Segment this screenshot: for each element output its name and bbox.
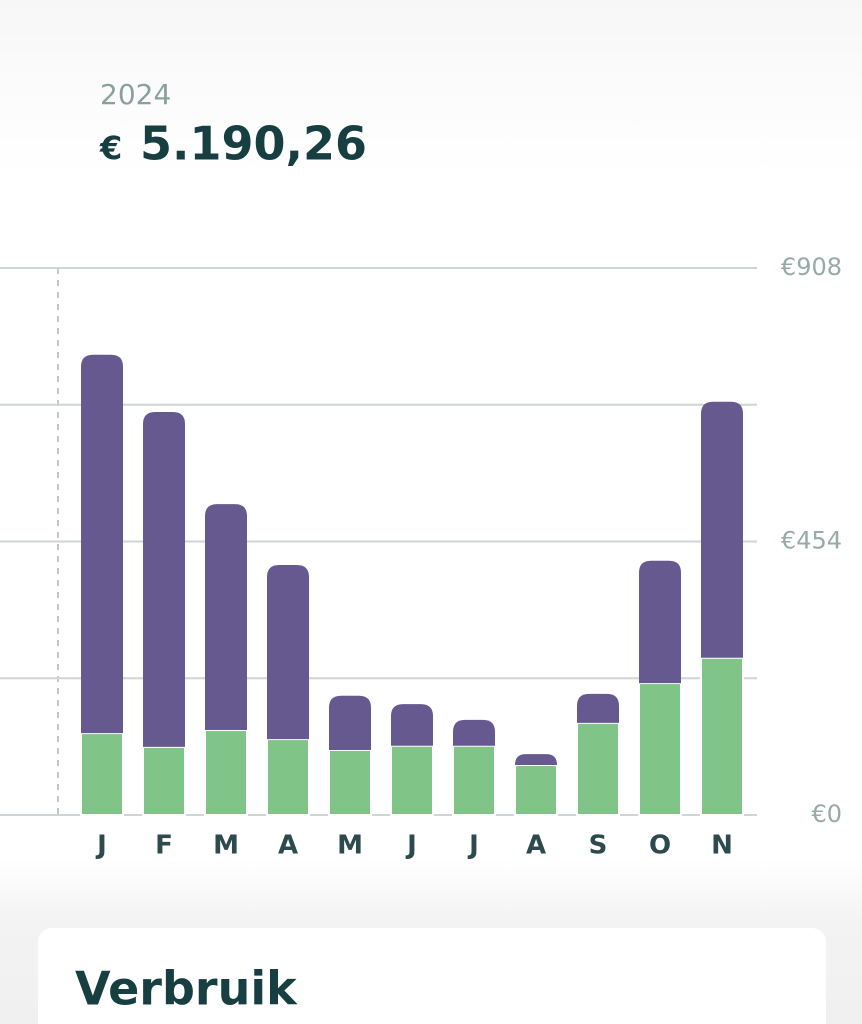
bar-segment [267,564,309,740]
x-tick-label: O [649,831,671,861]
x-tick-label: A [278,831,298,861]
x-tick-label: J [405,831,417,861]
bar-segment [204,729,248,816]
total-amount: 5.190,26 [140,117,367,171]
bar-segment [701,401,743,658]
bar-segment [576,721,620,816]
bar-segment [639,560,681,684]
bar-segment [329,695,371,750]
x-tick-label: M [213,831,239,861]
bar-segment [391,704,433,746]
bar-segment [142,745,186,816]
bar-segment [266,738,310,817]
currency: € [99,129,122,167]
x-tick-label: J [95,831,107,861]
bar-segment [577,693,619,723]
y-tick-label: €454 [781,527,842,555]
bar-segment [390,744,434,817]
bar-segment [205,504,247,731]
x-tick-label: A [526,831,546,861]
x-tick-label: J [467,831,479,861]
bar-segment [80,732,124,817]
chart: €0 €454 €908 J F M A M J J A S O N [0,253,842,861]
x-tick-label: F [155,831,173,861]
bar-segment [143,411,185,747]
bar-segment [514,763,558,817]
bar-segment [638,682,682,817]
bar-segment [515,754,557,765]
card-title: Verbruik [75,962,298,1016]
card [38,928,826,1024]
y-tick-label: €908 [781,253,842,281]
y-tick-label: €0 [811,800,842,828]
bar-segment [328,748,372,817]
bar-segment [452,744,496,817]
year: 2024 [100,78,171,111]
bar-segment [81,354,123,734]
x-tick-label: S [589,831,608,861]
bar-segment [453,719,495,746]
x-tick-label: M [337,831,363,861]
x-tick-label: N [711,831,733,861]
bar-segment [700,656,744,817]
